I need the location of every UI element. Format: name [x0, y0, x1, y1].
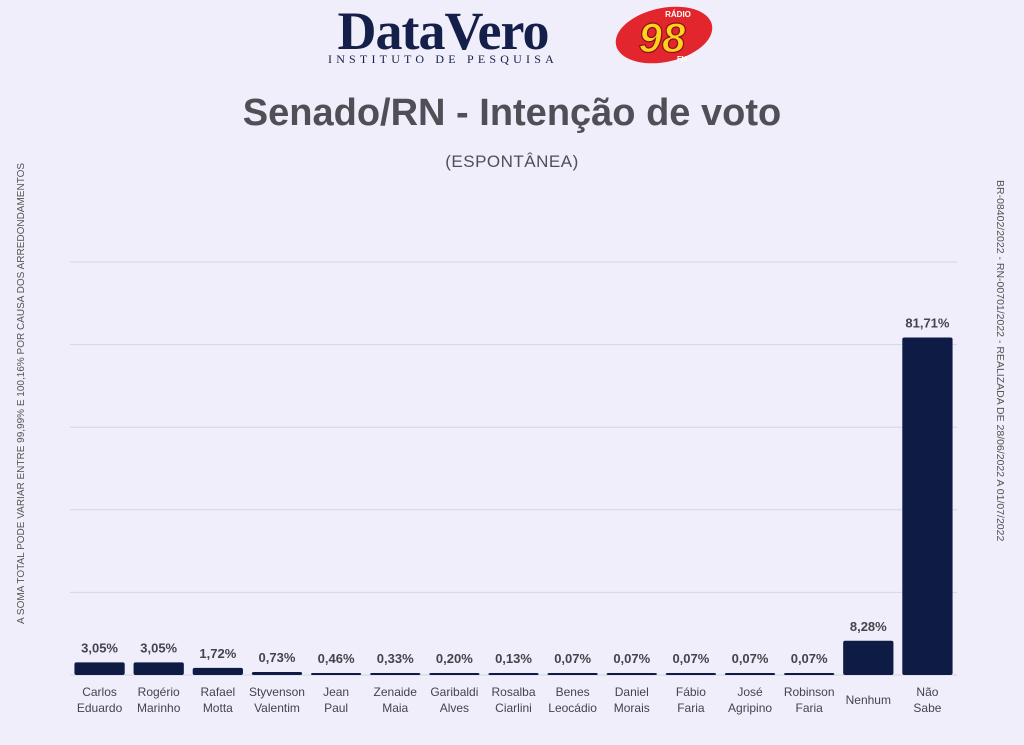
category-label: Agripino: [728, 701, 772, 715]
category-label: Leocádio: [548, 701, 597, 715]
value-label: 0,07%: [791, 651, 828, 666]
category-label: Ciarlini: [495, 701, 532, 715]
bar: [251, 671, 303, 675]
category-label: Garibaldi: [430, 685, 478, 699]
radio-logo-number: 98: [639, 14, 686, 61]
radio-logo-top-text: RÁDIO: [665, 10, 691, 19]
category-label: Morais: [614, 701, 650, 715]
datavero-logo-tagline: INSTITUTO DE PESQUISA: [328, 52, 558, 66]
category-label: Eduardo: [77, 701, 123, 715]
datavero-logo-name: DataVero: [337, 1, 550, 61]
bar: [133, 662, 184, 675]
value-label: 0,46%: [318, 651, 355, 666]
category-label: Robinson: [784, 685, 835, 699]
category-label: Carlos: [82, 685, 117, 699]
bar: [488, 673, 539, 675]
radio-98-logo-graphic: RÁDIO 98 FM: [615, 6, 713, 64]
bar: [784, 673, 835, 675]
value-labels: 3,05% 3,05% 1,72% 0,73% 0,46% 0,33% 0,20% 0,13%…: [81, 316, 950, 666]
category-label: Valentim: [254, 701, 300, 715]
category-label: Faria: [795, 701, 823, 715]
bar: [606, 673, 657, 675]
chart-title: Senado/RN - Intenção de voto: [242, 92, 782, 134]
bar: [902, 337, 953, 675]
value-label: 0,07%: [672, 651, 709, 666]
bar: [74, 662, 125, 675]
category-label: Não: [916, 685, 938, 699]
category-label: Benes: [556, 685, 590, 699]
category-label: Jean: [323, 685, 349, 699]
category-label: Rogério: [138, 685, 180, 699]
category-label: Styvenson: [249, 685, 305, 699]
bar: [192, 667, 243, 675]
value-label: 3,05%: [140, 640, 177, 655]
category-label: Fábio: [676, 685, 706, 699]
value-label: 0,07%: [732, 651, 769, 666]
value-label: 81,71%: [905, 316, 950, 331]
radio-logo-band-text: FM: [677, 56, 687, 63]
grid-lines: [70, 261, 957, 676]
chart-subtitle: (ESPONTÂNEA): [445, 152, 579, 171]
bars: [74, 337, 953, 675]
bar: [547, 673, 598, 675]
value-label: 0,73%: [259, 650, 296, 665]
category-label: Daniel: [615, 685, 649, 699]
bar: [843, 640, 894, 675]
category-label: Faria: [677, 701, 705, 715]
category-label: Alves: [440, 701, 469, 715]
category-label: Paul: [324, 701, 348, 715]
category-labels: Carlos Eduardo Rogério Marinho Rafael Motta St…: [77, 685, 942, 715]
value-label: 1,72%: [199, 646, 236, 661]
bar: [310, 673, 362, 675]
bar: [429, 673, 480, 675]
bar: [370, 673, 421, 675]
value-label: 3,05%: [81, 640, 118, 655]
category-label: Motta: [203, 701, 233, 715]
datavero-logo: DataVero INSTITUTO DE PESQUISA: [312, 2, 574, 68]
value-label: 8,28%: [850, 619, 887, 634]
value-label: 0,07%: [554, 651, 591, 666]
radio-logo-red-oval: [615, 6, 713, 64]
category-label: Zenaide: [374, 685, 418, 699]
bar: [724, 673, 776, 675]
category-label: Marinho: [137, 701, 181, 715]
value-label: 0,07%: [613, 651, 650, 666]
value-label: 0,33%: [377, 651, 414, 666]
bar: [665, 673, 717, 675]
category-label: Nenhum: [846, 693, 891, 707]
category-label: Maia: [382, 701, 408, 715]
radio-98-logo: RÁDIO 98 FM: [612, 2, 716, 66]
category-label: Rafael: [200, 685, 235, 699]
value-label: 0,20%: [436, 651, 473, 666]
value-label: 0,13%: [495, 651, 532, 666]
category-label: José: [737, 685, 763, 699]
category-label: Sabe: [913, 701, 941, 715]
category-label: Rosalba: [491, 685, 535, 699]
